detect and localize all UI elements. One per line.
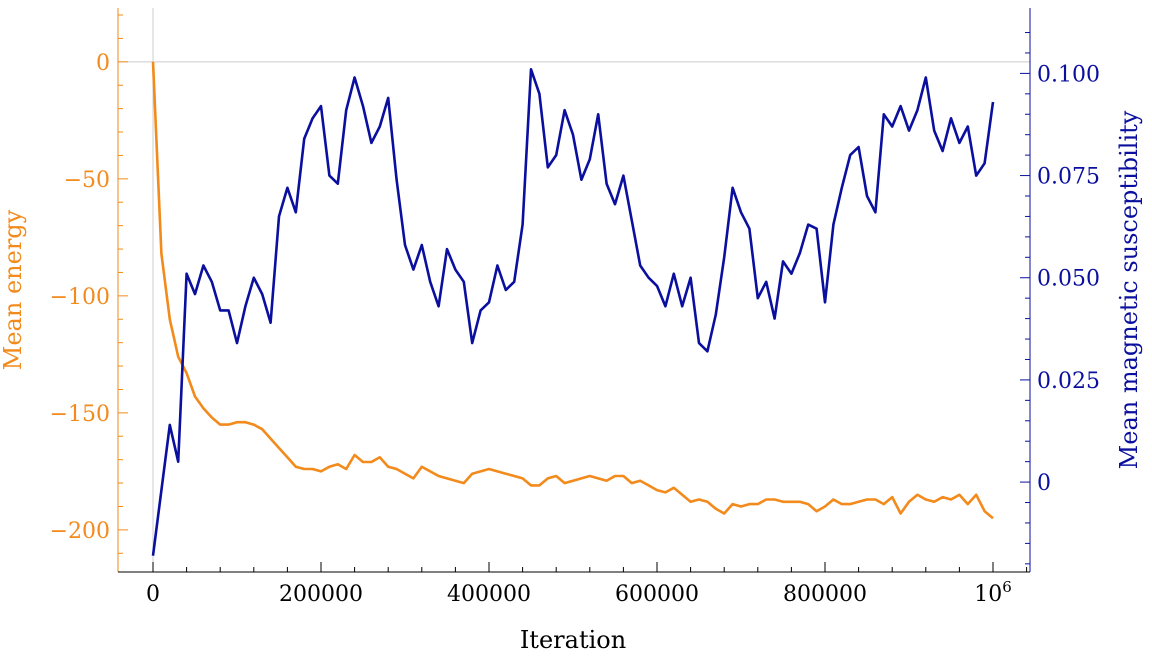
x-axis-title: Iteration — [520, 626, 626, 654]
mean-susceptibility-line — [151, 68, 995, 556]
gridlines — [118, 8, 1030, 572]
y-right-tick-label: 0.100 — [1037, 62, 1100, 87]
x-tick-label: 0 — [146, 582, 160, 607]
y-left-tick-label: −150 — [50, 402, 110, 427]
x-tick-label: 600000 — [615, 582, 699, 607]
x-tick-label-exponent: 6 — [1002, 578, 1012, 596]
y-left-axis-title: Mean energy — [0, 209, 27, 370]
x-tick-label: 800000 — [783, 582, 867, 607]
y-left-tick-label: 0 — [96, 51, 110, 76]
y-left-tick-label: −100 — [50, 285, 110, 310]
axes: 0 200000 400000 600000 800000 106 0 −50 −100 −150… — [50, 8, 1100, 607]
series-lines — [151, 61, 995, 556]
mean-energy-line — [151, 61, 994, 520]
y-right-tick-label: 0.025 — [1037, 369, 1100, 394]
x-tick-label: 106 — [974, 578, 1012, 607]
y-right-axis-title: Mean magnetic susceptibility — [1115, 110, 1143, 469]
y-right-tick-label: 0.050 — [1037, 267, 1100, 292]
y-right-tick-label: 0 — [1037, 471, 1051, 496]
y-left-tick-label: −50 — [64, 168, 110, 193]
x-tick-label: 200000 — [279, 582, 363, 607]
axis-labels: Iteration Mean energy Mean magnetic susc… — [0, 110, 1143, 654]
x-tick-label: 400000 — [447, 582, 531, 607]
y-left-tick-label: −200 — [50, 519, 110, 544]
y-right-tick-label: 0.075 — [1037, 165, 1100, 190]
